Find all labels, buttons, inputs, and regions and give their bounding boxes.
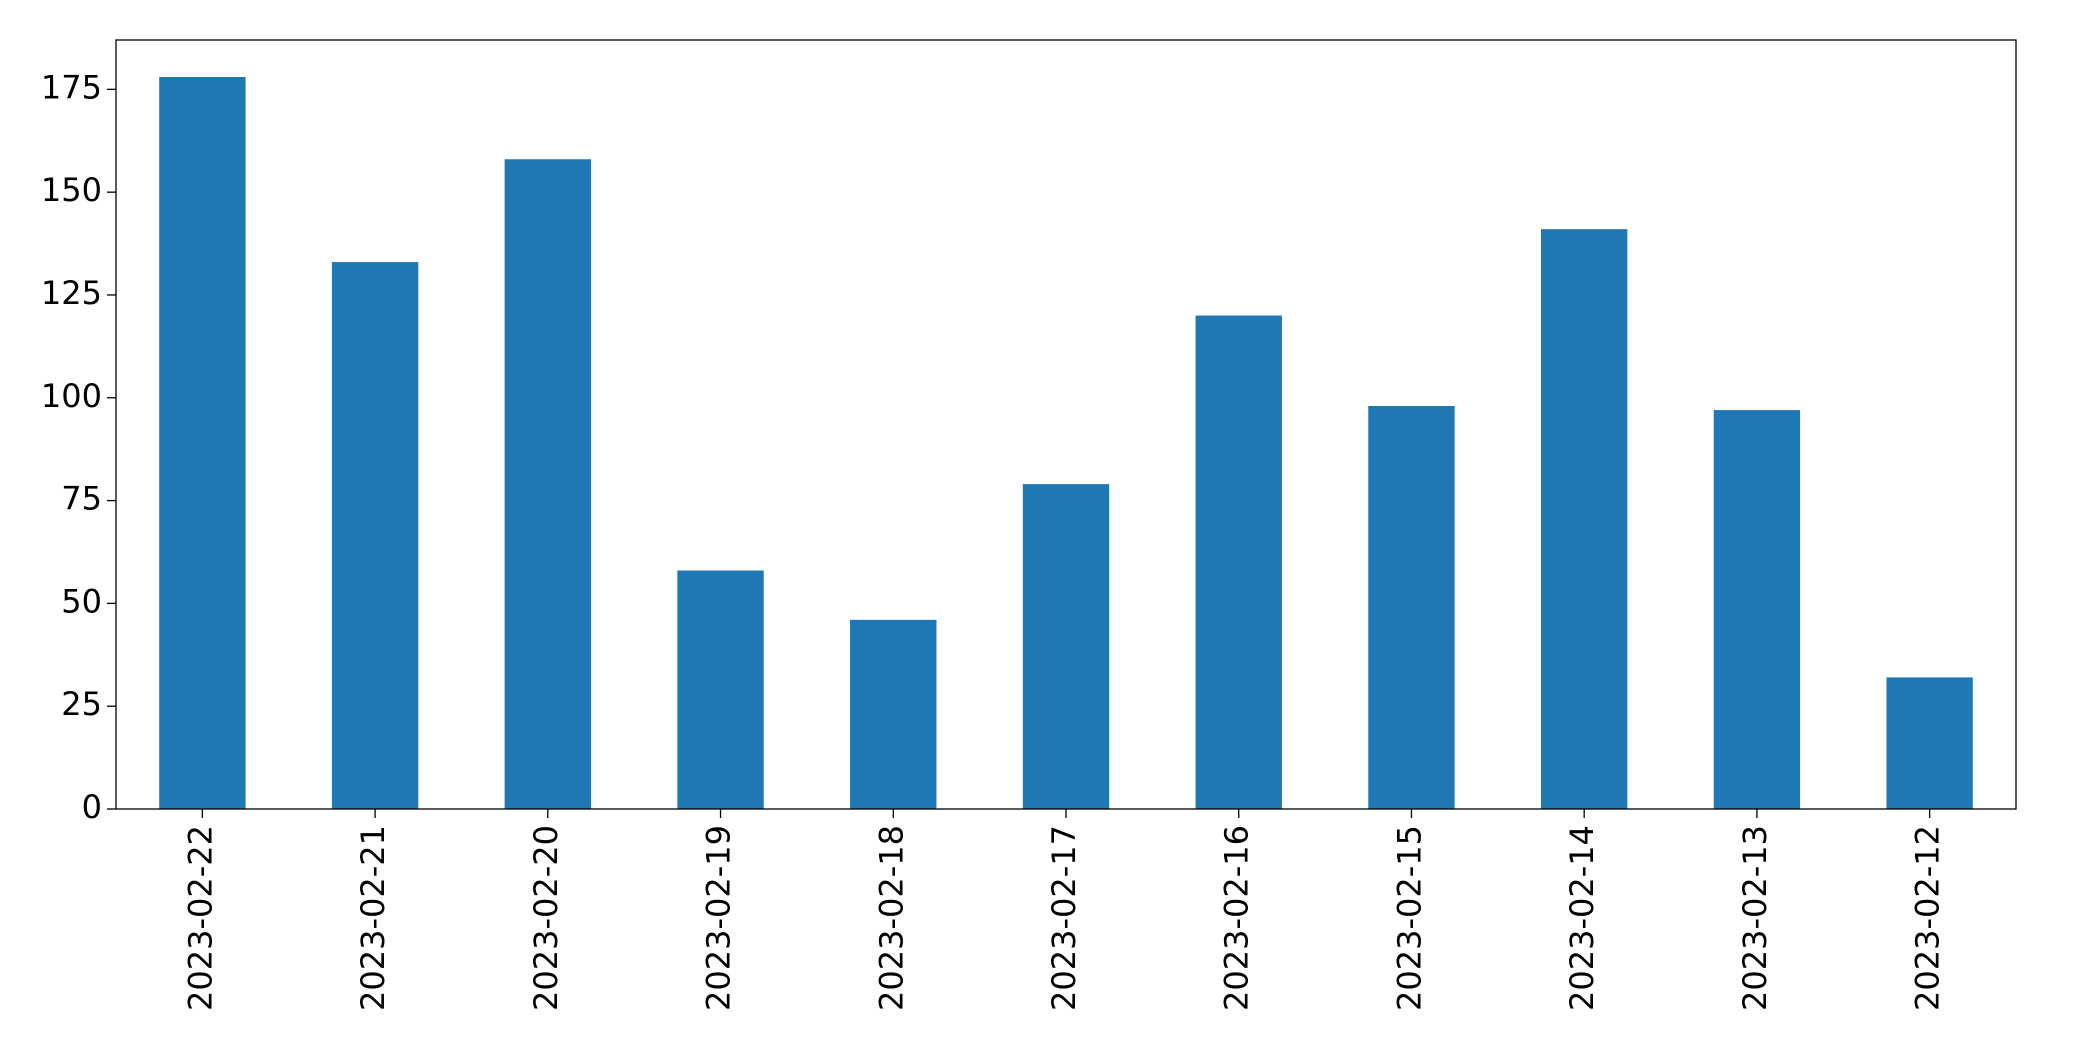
y-tick-label: 100 (41, 377, 102, 415)
x-tick-label: 2023-02-18 (872, 825, 910, 1011)
bar (159, 77, 246, 810)
x-tick-label: 2023-02-16 (1218, 825, 1256, 1011)
bar (1541, 229, 1628, 809)
x-tick-label: 2023-02-14 (1563, 825, 1601, 1011)
y-tick-label: 175 (41, 68, 102, 106)
x-tick-label: 2023-02-13 (1736, 825, 1774, 1011)
y-tick-label: 150 (41, 171, 102, 209)
x-tick-label: 2023-02-15 (1390, 825, 1428, 1011)
x-tick-label: 2023-02-20 (527, 825, 565, 1011)
y-tick-label: 125 (41, 274, 102, 312)
x-tick-label: 2023-02-17 (1045, 825, 1083, 1011)
y-tick-label: 50 (61, 582, 102, 620)
y-tick-label: 25 (61, 685, 102, 723)
bar (504, 159, 591, 809)
bar (1022, 484, 1110, 809)
bar (331, 262, 419, 809)
x-tick-label: 2023-02-21 (354, 825, 392, 1011)
bar (1368, 405, 1455, 809)
y-tick-label: 75 (61, 480, 102, 518)
x-tick-label: 2023-02-22 (181, 825, 219, 1011)
plot-frame (115, 39, 2017, 810)
bar (1886, 677, 1973, 809)
bar (677, 570, 764, 809)
x-tick-label: 2023-02-19 (700, 825, 738, 1011)
bar (850, 619, 937, 809)
bar (1713, 410, 1801, 809)
bar (1195, 315, 1282, 809)
x-tick-label: 2023-02-12 (1909, 825, 1947, 1011)
y-tick-label: 0 (82, 788, 102, 826)
